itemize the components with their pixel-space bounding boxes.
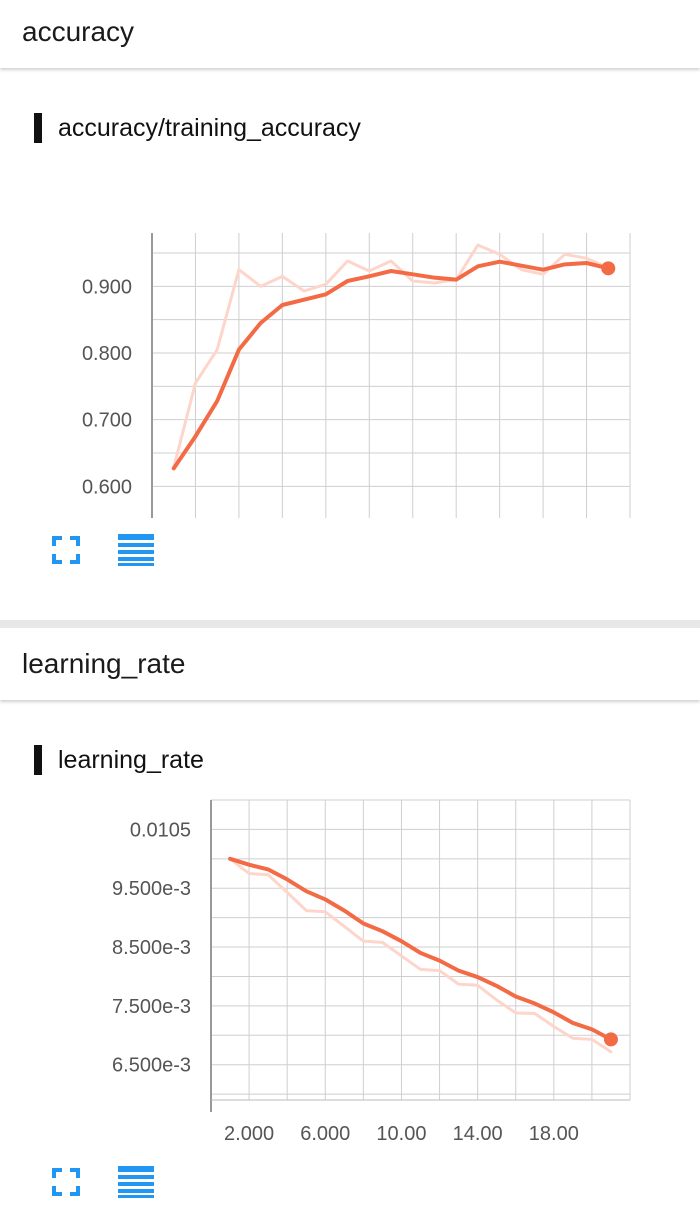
x-tick-label: 2.000 bbox=[224, 1123, 274, 1145]
fullscreen-icon[interactable] bbox=[46, 1162, 86, 1202]
last-point-marker bbox=[601, 261, 616, 276]
y-tick-label: 9.500e-3 bbox=[112, 878, 191, 900]
learning-rate-chart: 0.0105 9.500e-3 8.500e-3 7.500e-3 6.500e-3 2.… bbox=[112, 799, 631, 1145]
y-tick-label: 6.500e-3 bbox=[112, 1055, 191, 1077]
accuracy-chart: 0.6000.7000.8000.9002.0006.00010.0014.00… bbox=[82, 233, 631, 518]
y-tick-label: 0.900 bbox=[82, 276, 132, 298]
section-divider bbox=[0, 620, 700, 628]
section-header-title: learning_rate bbox=[22, 648, 186, 679]
learning-rate-plot: 0.0105 9.500e-3 8.500e-3 7.500e-3 6.500e-3 2.… bbox=[0, 790, 700, 1150]
smoothed-series-line bbox=[171, 259, 611, 471]
accuracy-section-body: accuracy/training_accuracy 0.600 0.700 0.8… bbox=[0, 68, 700, 620]
x-tick-label: 14.00 bbox=[453, 1123, 503, 1145]
learning-rate-section-header[interactable]: learning_rate bbox=[0, 632, 700, 700]
learning-rate-section-body: learning_rate 0.0105 9.500e-3 8.500e-3 7.50… bbox=[0, 700, 700, 1230]
y-tick-label: 0.700 bbox=[82, 410, 132, 432]
x-tick-label: 18.00 bbox=[529, 1123, 579, 1145]
raw-series-line bbox=[172, 243, 610, 470]
list-icon[interactable] bbox=[116, 1162, 156, 1202]
y-tick-label: 0.0105 bbox=[130, 819, 191, 841]
raw-series-line bbox=[228, 857, 613, 1054]
y-tick-label: 7.500e-3 bbox=[112, 996, 191, 1018]
x-tick-label: 10.00 bbox=[376, 1123, 426, 1145]
x-tick-label: 6.000 bbox=[300, 1123, 350, 1145]
accuracy-plot: 0.6000.7000.8000.9002.0006.00010.0014.00… bbox=[0, 158, 700, 518]
list-icon[interactable] bbox=[116, 530, 156, 570]
smoothed-series-line bbox=[228, 856, 613, 1042]
card-title: learning_rate bbox=[34, 745, 204, 775]
last-point-marker bbox=[603, 1032, 618, 1047]
y-tick-label: 8.500e-3 bbox=[112, 937, 191, 959]
accuracy-section-header[interactable]: accuracy bbox=[0, 0, 700, 68]
y-tick-label: 0.800 bbox=[82, 343, 132, 365]
section-header-title: accuracy bbox=[22, 16, 135, 47]
y-tick-label: 0.600 bbox=[82, 476, 132, 498]
fullscreen-icon[interactable] bbox=[46, 530, 86, 570]
card-title: accuracy/training_accuracy bbox=[34, 113, 361, 143]
